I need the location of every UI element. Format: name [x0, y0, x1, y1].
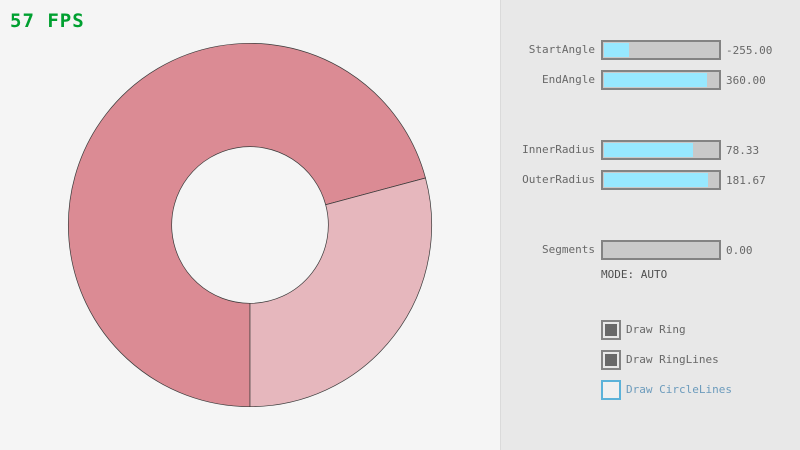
- end-angle-label: EndAngle: [542, 73, 595, 86]
- outer-radius-label: OuterRadius: [522, 173, 595, 186]
- inner-radius-value: 78.33: [726, 144, 760, 157]
- inner-radius-slider[interactable]: [601, 140, 721, 160]
- inner-radius-label: InnerRadius: [522, 143, 595, 156]
- controls-panel: StartAngle -255.00 EndAngle 360.00 Inner…: [500, 0, 800, 450]
- outer-radius-value: 181.67: [726, 174, 766, 187]
- draw-ringlines-label[interactable]: Draw RingLines: [626, 353, 719, 366]
- draw-ring-label[interactable]: Draw Ring: [626, 323, 686, 336]
- start-angle-slider[interactable]: [601, 40, 721, 60]
- slider-fill: [604, 143, 694, 157]
- slider-fill: [604, 173, 708, 187]
- slider-fill: [604, 43, 629, 57]
- ring-canvas: [68, 42, 432, 408]
- start-angle-label: StartAngle: [528, 43, 595, 56]
- slider-fill: [604, 73, 707, 87]
- segments-value: 0.00: [726, 244, 753, 257]
- draw-circlelines-checkbox[interactable]: [601, 380, 621, 400]
- segments-slider[interactable]: [601, 240, 721, 260]
- end-angle-value: 360.00: [726, 74, 766, 87]
- draw-ring-checkbox[interactable]: [601, 320, 621, 340]
- segments-label: Segments: [542, 243, 595, 256]
- mode-indicator: MODE: AUTO: [601, 268, 668, 281]
- draw-circlelines-label[interactable]: Draw CircleLines: [626, 383, 732, 396]
- ring-sector-main: [68, 42, 426, 408]
- start-angle-value: -255.00: [726, 44, 773, 57]
- draw-ringlines-checkbox[interactable]: [601, 350, 621, 370]
- ring-sector-highlight: [249, 177, 432, 408]
- fps-counter: 57 FPS: [10, 10, 85, 32]
- checkbox-check: [605, 354, 617, 366]
- end-angle-slider[interactable]: [601, 70, 721, 90]
- outer-radius-slider[interactable]: [601, 170, 721, 190]
- checkbox-check: [605, 324, 617, 336]
